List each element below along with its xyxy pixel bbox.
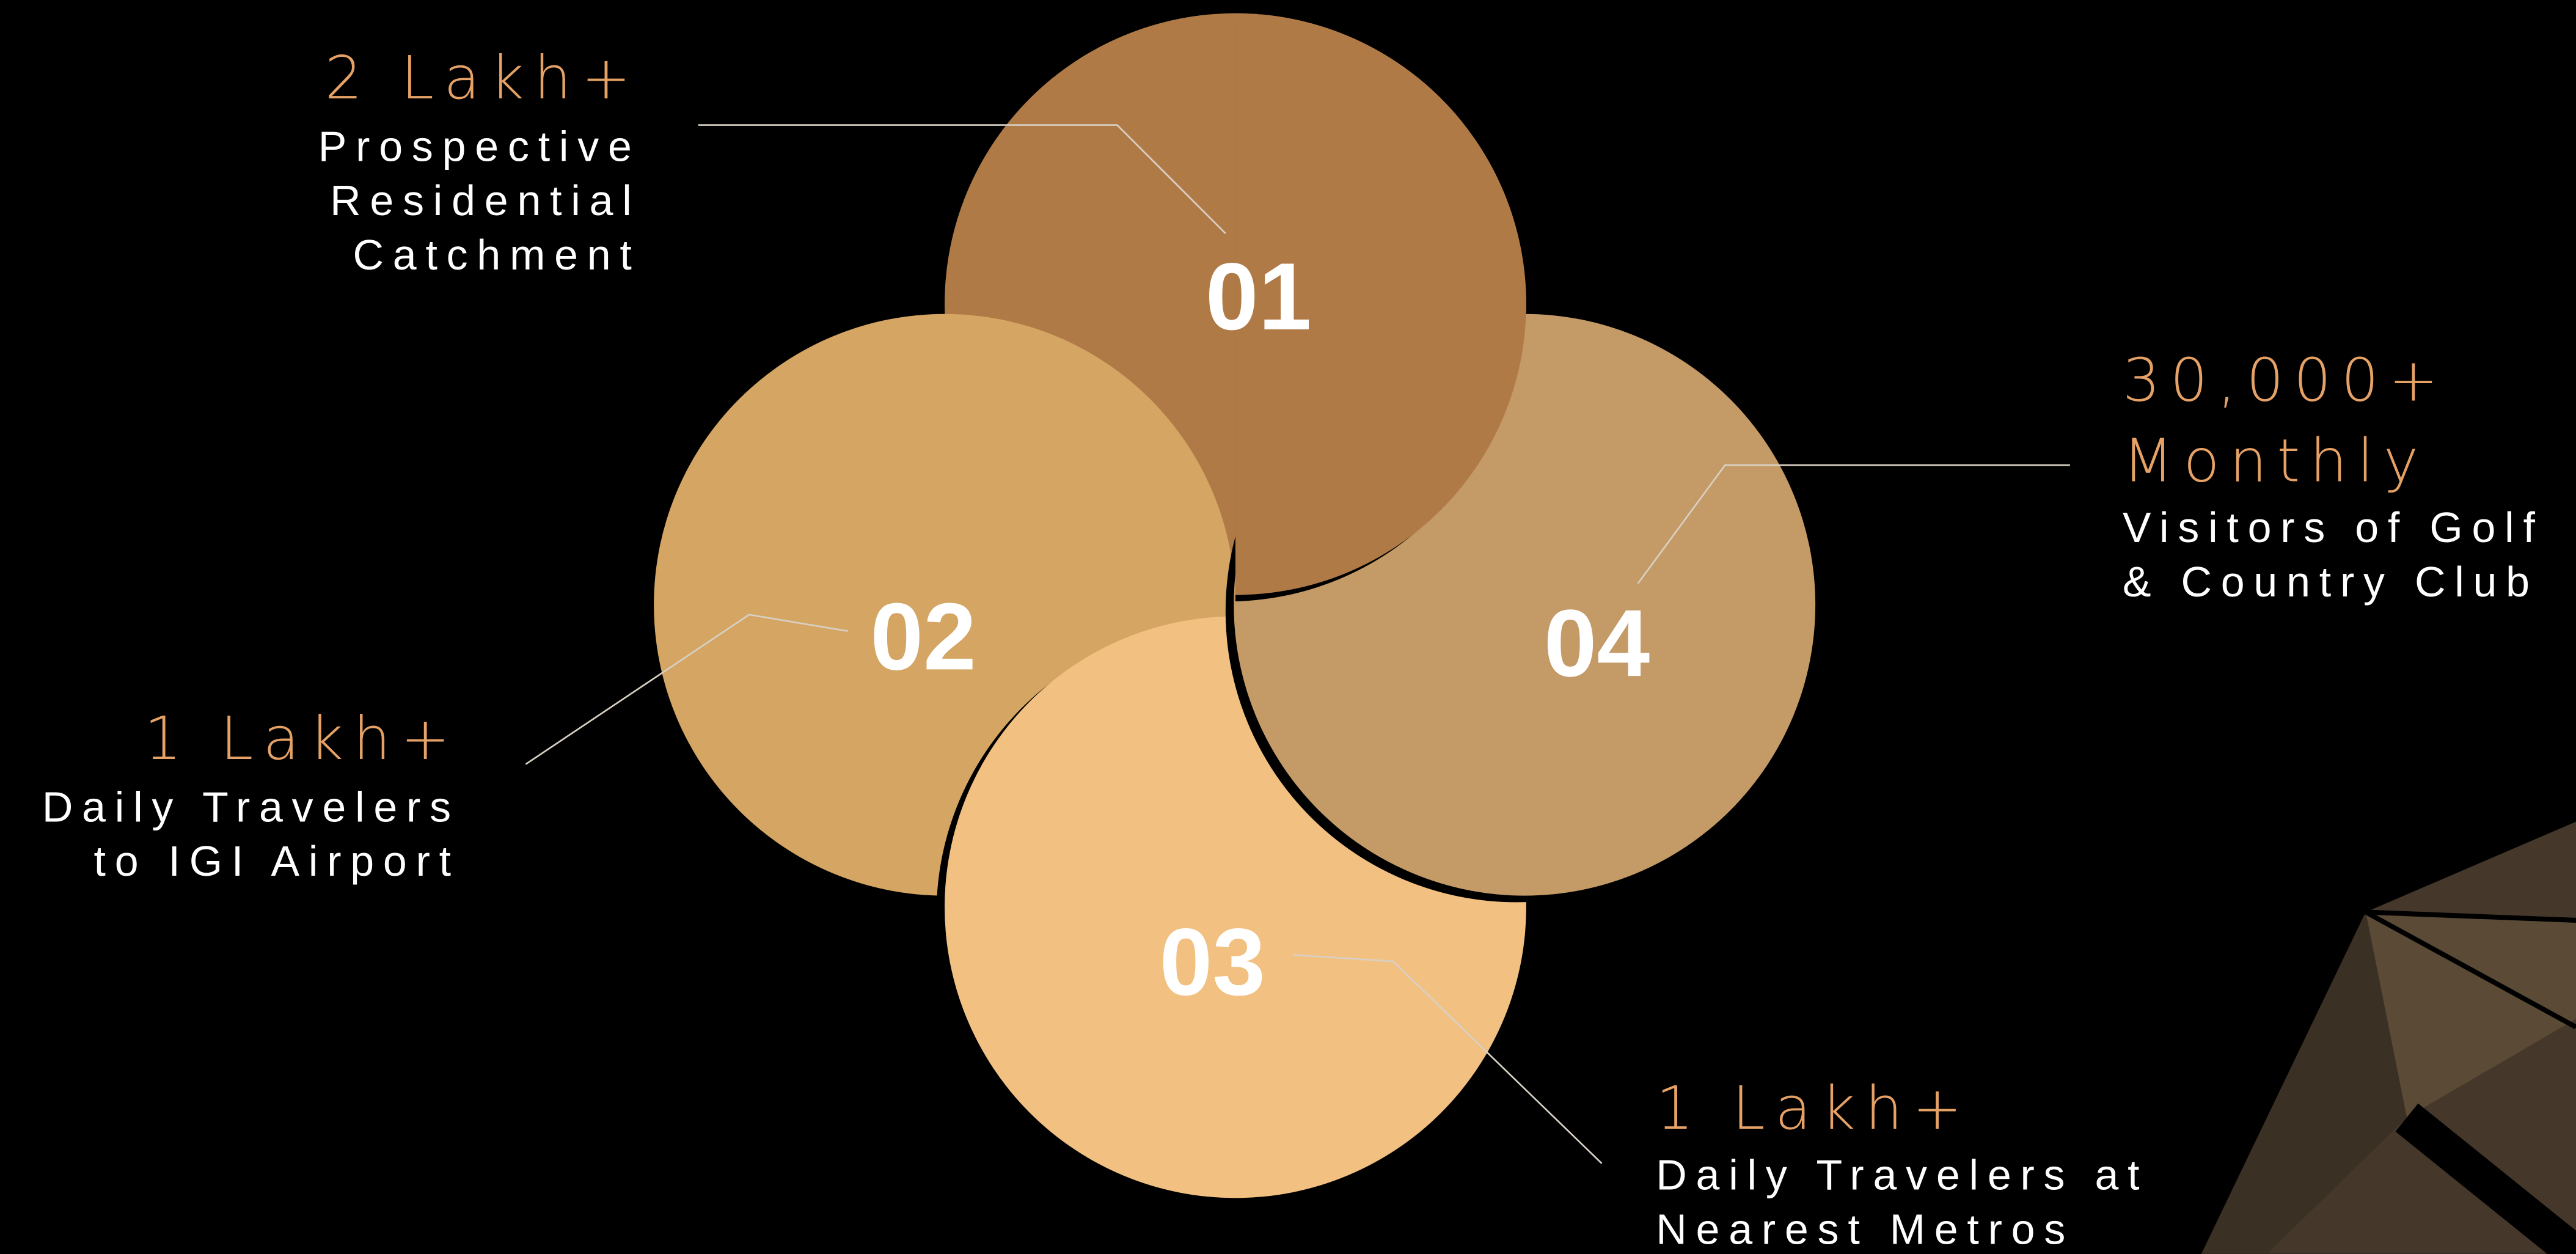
circles (645, 13, 1816, 1205)
connector (525, 614, 848, 765)
connector (698, 124, 1226, 234)
connector (1292, 954, 1603, 1164)
description: Prospective (318, 122, 641, 170)
stat: Monthly (2123, 426, 2428, 495)
circle-number: 02 (870, 584, 976, 690)
stat: 1 Lakh+ (144, 704, 460, 773)
description: Daily Travelers (42, 783, 460, 831)
description: Visitors of Golf (2123, 504, 2544, 551)
decor-shape (2201, 821, 2576, 1254)
description: Daily Travelers at (1656, 1151, 2148, 1199)
circle-overlap (1235, 13, 1526, 602)
label-02: 1 Lakh+ Daily Travelers to IGI Airport (42, 704, 460, 885)
stat: 2 Lakh+ (325, 43, 641, 112)
connector (1637, 464, 2070, 584)
circle-number: 03 (1160, 909, 1265, 1016)
circle (1235, 13, 1526, 595)
description: to IGI Airport (93, 837, 459, 885)
circle-number: 04 (1544, 590, 1650, 697)
label-04: 30,000+ Monthly Visitors of Golf & Count… (2123, 346, 2544, 606)
description: Nearest Metros (1656, 1205, 2074, 1253)
description: & Country Club (2123, 558, 2539, 606)
description: Catchment (353, 231, 641, 279)
connectors (525, 124, 2070, 1164)
stat: 1 Lakh+ (1656, 1074, 1972, 1143)
description: Residential (330, 177, 640, 224)
circle-number: 01 (1206, 244, 1311, 350)
circle-numbers: 01 02 03 04 (870, 244, 1650, 1016)
label-01: 2 Lakh+ Prospective Residential Catchmen… (318, 43, 641, 279)
label-03: 1 Lakh+ Daily Travelers at Nearest Metro… (1656, 1074, 2148, 1253)
stat: 30,000+ (2123, 346, 2448, 415)
